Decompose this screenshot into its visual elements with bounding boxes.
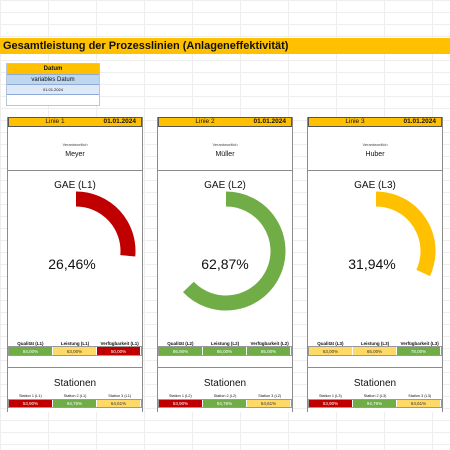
station-label-3: Station 3 (L1) xyxy=(108,394,132,398)
line-panel-1: Linie 1 01.01.2024 Verantwortlich Meyer … xyxy=(7,117,143,412)
station-value-3: 64,61% xyxy=(247,400,291,407)
gae-gauge xyxy=(75,191,136,257)
station-values: 53,90% 94,76% 64,61% xyxy=(158,399,292,408)
responsible-name: Müller xyxy=(215,151,235,158)
kpi-value-performance: 86,00% xyxy=(203,347,247,355)
line-panel-2: Linie 2 01.01.2024 Verantwortlich Müller… xyxy=(157,117,293,412)
station-label-2: Station 2 (L3) xyxy=(363,394,387,398)
gae-gauge-arc xyxy=(182,191,286,311)
station-label-3: Station 3 (L3) xyxy=(408,394,432,398)
date-label: variables Datum xyxy=(7,74,99,84)
kpi-label-quality: Qualität (L1) xyxy=(17,341,44,346)
line-name: Linie 2 xyxy=(195,118,215,125)
kpi-labels: Qualität (L2) Leistung (L2) Verfügbarkei… xyxy=(158,339,292,346)
station-label-1: Station 1 (L3) xyxy=(318,394,342,398)
kpi-value-performance: 63,00% xyxy=(53,347,97,355)
divider xyxy=(308,170,442,171)
gae-title: GAE (L3) xyxy=(354,180,396,191)
kpi-value-quality: 86,90% xyxy=(159,347,203,355)
stations-title: Stationen xyxy=(53,378,97,389)
responsible-label: Verantwortlich xyxy=(362,142,388,147)
divider xyxy=(8,367,142,368)
date-empty-cell[interactable] xyxy=(7,94,99,105)
divider xyxy=(8,170,142,171)
gae-value: 31,94% xyxy=(348,256,396,272)
station-value-1: 53,90% xyxy=(159,400,203,407)
gae-value: 26,46% xyxy=(48,256,96,272)
line-header: Linie 3 01.01.2024 xyxy=(308,117,442,127)
station-value-1: 53,90% xyxy=(9,400,53,407)
gae-gauge-arc xyxy=(75,191,136,257)
kpi-label-availability: Verfügbarkeit (L3) xyxy=(400,341,439,346)
line-header: Linie 1 01.01.2024 xyxy=(8,117,142,127)
station-label-1: Station 1 (L2) xyxy=(168,394,192,398)
kpi-value-performance: 65,00% xyxy=(353,347,397,355)
divider xyxy=(158,170,292,171)
date-selector: Datum variables Datum 01.01.2024 xyxy=(6,63,100,106)
line-panel-3: Linie 3 01.01.2024 Verantwortlich Huber … xyxy=(307,117,443,412)
line-date: 01.01.2024 xyxy=(103,118,136,125)
station-value-2: 94,76% xyxy=(203,400,247,407)
page-title: Gesamtleistung der Prozesslinien (Anlage… xyxy=(0,38,450,54)
kpi-value-quality: 63,00% xyxy=(309,347,353,355)
kpi-label-availability: Verfügbarkeit (L1) xyxy=(100,341,139,346)
gae-gauge-arc xyxy=(375,191,436,277)
station-value-2: 94,76% xyxy=(353,400,397,407)
gae-value: 62,87% xyxy=(201,256,249,272)
station-labels: Station 1 (L1) Station 2 (L1) Station 3 … xyxy=(8,393,142,399)
divider xyxy=(158,367,292,368)
station-labels: Station 1 (L3) Station 2 (L3) Station 3 … xyxy=(308,393,442,399)
station-value-3: 64,61% xyxy=(397,400,441,407)
kpi-label-performance: Leistung (L3) xyxy=(360,341,390,346)
kpi-value-availability: 85,00% xyxy=(247,347,291,355)
gae-title: GAE (L2) xyxy=(204,180,246,191)
kpi-label-availability: Verfügbarkeit (L2) xyxy=(250,341,289,346)
gae-gauge xyxy=(182,191,286,311)
kpi-label-quality: Qualität (L3) xyxy=(317,341,344,346)
station-value-2: 94,76% xyxy=(53,400,97,407)
station-value-3: 64,61% xyxy=(97,400,141,407)
kpi-labels: Qualität (L3) Leistung (L3) Verfügbarkei… xyxy=(308,339,442,346)
kpi-values: 63,00% 65,00% 78,00% xyxy=(308,346,442,356)
station-values: 53,90% 94,76% 64,61% xyxy=(308,399,442,408)
responsible-name: Meyer xyxy=(65,151,85,158)
responsible-label: Verantwortlich xyxy=(62,142,88,147)
station-labels: Station 1 (L2) Station 2 (L2) Station 3 … xyxy=(158,393,292,399)
date-input[interactable]: 01.01.2024 xyxy=(7,84,99,94)
gae-gauge xyxy=(375,191,436,277)
kpi-label-quality: Qualität (L2) xyxy=(167,341,194,346)
stations-title: Stationen xyxy=(353,378,397,389)
station-label-1: Station 1 (L1) xyxy=(18,394,42,398)
station-label-3: Station 3 (L2) xyxy=(258,394,282,398)
line-name: Linie 1 xyxy=(45,118,65,125)
kpi-value-quality: 84,00% xyxy=(9,347,53,355)
kpi-label-performance: Leistung (L2) xyxy=(210,341,240,346)
station-value-1: 53,90% xyxy=(309,400,353,407)
kpi-value-availability: 78,00% xyxy=(397,347,441,355)
kpi-labels: Qualität (L1) Leistung (L1) Verfügbarkei… xyxy=(8,339,142,346)
date-header: Datum xyxy=(7,64,99,74)
station-label-2: Station 2 (L2) xyxy=(213,394,237,398)
line-header: Linie 2 01.01.2024 xyxy=(158,117,292,127)
station-label-2: Station 2 (L1) xyxy=(63,394,87,398)
line-name: Linie 3 xyxy=(345,118,365,125)
kpi-values: 86,90% 86,00% 85,00% xyxy=(158,346,292,356)
kpi-value-availability: 50,00% xyxy=(97,347,141,355)
divider xyxy=(308,367,442,368)
station-values: 53,90% 94,76% 64,61% xyxy=(8,399,142,408)
line-date: 01.01.2024 xyxy=(253,118,286,125)
line-date: 01.01.2024 xyxy=(403,118,436,125)
responsible-name: Huber xyxy=(365,151,385,158)
kpi-values: 84,00% 63,00% 50,00% xyxy=(8,346,142,356)
stations-title: Stationen xyxy=(203,378,247,389)
kpi-label-performance: Leistung (L1) xyxy=(60,341,90,346)
gae-title: GAE (L1) xyxy=(54,180,96,191)
responsible-label: Verantwortlich xyxy=(212,142,238,147)
